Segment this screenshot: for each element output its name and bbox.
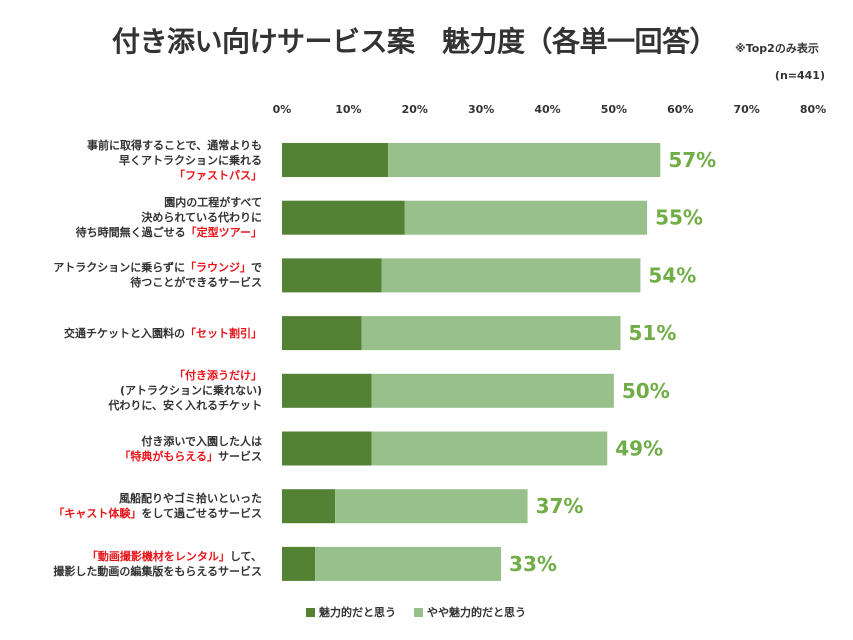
category-label-line: 風船配りやゴミ拾いといった — [53, 491, 262, 506]
category-label: 風船配りやゴミ拾いといった 「キャスト体験」をして過ごせるサービス — [53, 491, 262, 521]
category-label-line: 決められている代わりに — [76, 210, 262, 225]
category-label-highlight: 「定型ツアー」 — [185, 226, 262, 240]
category-label-line: 交通チケットと入園料の「セット割引」 — [64, 326, 262, 341]
category-label-highlight: 「特典がもらえる」 — [119, 449, 218, 463]
category-label: 園内の工程がすべて 決められている代わりに 待ち時間無く過ごせる「定型ツアー」 — [76, 195, 262, 240]
legend-label-light: やや魅力的だと思う — [427, 606, 526, 619]
category-label-line: 代わりに、安く入れるチケット — [108, 398, 262, 413]
legend-item-dark: 魅力的だと思う — [306, 604, 396, 620]
category-label-line: 事前に取得することで、通常よりも — [87, 138, 262, 153]
x-tick-label: 40% — [534, 103, 560, 116]
category-label-line: 「付き添うだけ」 — [108, 368, 262, 383]
category-label: 「付き添うだけ」 (アトラクションに乗れない) 代わりに、安く入れるチケット — [108, 368, 262, 413]
category-label-highlight: 「キャスト体験」 — [53, 507, 142, 521]
category-label-highlight: 「付き添うだけ」 — [174, 369, 262, 383]
total-percentage-label: 54% — [648, 263, 696, 287]
category-label: アトラクションに乗らずに「ラウンジ」で 待つことができるサービス — [53, 260, 262, 290]
category-label-text: 事前に取得することで、通常よりも — [86, 138, 262, 152]
category-label-text: サービス — [218, 449, 262, 463]
category-label: 付き添いで入園した人は 「特典がもらえる」サービス — [119, 434, 262, 464]
category-label-line: 撮影した動画の編集版をもらえるサービス — [53, 564, 262, 579]
total-percentage-label: 49% — [615, 437, 663, 461]
chart-title: 付き添い向けサービス案 魅力度（各単一回答） — [112, 25, 718, 58]
bar-segment-somewhat-attractive — [361, 316, 621, 351]
legend: 魅力的だと思う やや魅力的だと思う — [306, 604, 526, 620]
bar-segment-somewhat-attractive — [371, 431, 608, 466]
bar-segment-very-attractive — [282, 489, 336, 524]
total-percentage-label: 51% — [629, 321, 677, 345]
total-percentage-label: 57% — [668, 148, 716, 172]
category-label: 交通チケットと入園料の「セット割引」 — [64, 326, 262, 341]
category-label-highlight: 「動画撮影機材をレンタル」 — [86, 549, 230, 563]
bar-segment-very-attractive — [282, 143, 389, 177]
bar-segment-somewhat-attractive — [388, 143, 661, 177]
category-label-line: 園内の工程がすべて — [76, 195, 262, 210]
x-tick-label: 0% — [273, 103, 292, 116]
bar-segment-very-attractive — [282, 258, 382, 293]
bar-segment-very-attractive — [282, 431, 372, 466]
total-percentage-label: 37% — [536, 494, 584, 518]
category-label-line: 「キャスト体験」をして過ごせるサービス — [53, 506, 262, 521]
bar-segment-very-attractive — [282, 373, 372, 408]
category-label-line: 「特典がもらえる」サービス — [119, 449, 262, 464]
bars — [282, 143, 661, 581]
total-percentage-label: 50% — [622, 379, 670, 403]
category-label-text: (アトラクションに乗れない) — [119, 384, 262, 398]
bar-segment-somewhat-attractive — [335, 489, 528, 524]
sample-size: (n=441) — [774, 69, 825, 82]
x-tick-label: 70% — [733, 103, 759, 116]
legend-swatch-dark — [306, 607, 315, 617]
legend-swatch-light — [414, 607, 423, 617]
category-label-highlight: 「ラウンジ」 — [185, 261, 251, 275]
category-label-line: 待ち時間無く過ごせる「定型ツアー」 — [76, 225, 262, 240]
category-label-line: 「ファストパス」 — [87, 168, 262, 183]
total-labels: 57% 55% 54% 51% 50% 49% 37% 33% — [509, 148, 716, 576]
bar-segment-somewhat-attractive — [315, 546, 502, 581]
category-label-line: 「動画撮影機材をレンタル」して、 — [53, 549, 262, 564]
category-label-text: 代わりに、安く入れるチケット — [108, 399, 262, 413]
category-label-text: 早くアトラクションに乗れる — [119, 153, 262, 167]
category-label: 事前に取得することで、通常よりも 早くアトラクションに乗れる 「ファストパス」 — [87, 138, 262, 183]
x-axis-ticks: 0% 10% 20% 30% 40% 50% 60% 70% 80% — [273, 103, 827, 116]
bar-segment-somewhat-attractive — [404, 200, 648, 235]
category-label-text: 待つことができるサービス — [130, 276, 262, 290]
category-label-text: 決められている代わりに — [141, 211, 262, 225]
bar-segment-very-attractive — [282, 200, 405, 235]
category-label-text: 交通チケットと入園料の — [64, 326, 185, 340]
category-label-text: 付き添いで入園した人は — [141, 434, 262, 448]
category-label-text: 園内の工程がすべて — [164, 196, 262, 210]
bar-segment-somewhat-attractive — [381, 258, 641, 293]
category-label-line: 早くアトラクションに乗れる — [87, 153, 262, 168]
x-tick-label: 50% — [601, 103, 627, 116]
total-percentage-label: 33% — [509, 552, 557, 576]
category-label: 「動画撮影機材をレンタル」して、 撮影した動画の編集版をもらえるサービス — [53, 549, 262, 579]
x-tick-label: 80% — [800, 103, 826, 116]
category-label-text: 待ち時間無く過ごせる — [75, 226, 186, 240]
total-percentage-label: 55% — [655, 206, 703, 230]
category-label-line: アトラクションに乗らずに「ラウンジ」で — [53, 260, 262, 275]
category-label-highlight: 「ファストパス」 — [174, 168, 262, 182]
category-label-line: 待つことができるサービス — [53, 275, 262, 290]
bar-segment-very-attractive — [282, 316, 362, 351]
legend-label-dark: 魅力的だと思う — [319, 606, 396, 619]
x-tick-label: 20% — [402, 103, 428, 116]
category-label-text: して、 — [229, 549, 262, 563]
category-label-text: で — [251, 261, 262, 275]
x-tick-label: 30% — [468, 103, 494, 116]
category-label-line: (アトラクションに乗れない) — [108, 383, 262, 398]
category-label-text: 撮影した動画の編集版をもらえるサービス — [53, 564, 262, 578]
x-tick-label: 10% — [335, 103, 361, 116]
bar-segment-very-attractive — [282, 546, 316, 581]
x-tick-label: 60% — [667, 103, 693, 116]
bar-segment-somewhat-attractive — [371, 373, 614, 408]
category-label-line: 付き添いで入園した人は — [119, 434, 262, 449]
category-label-text: 風船配りやゴミ拾いといった — [119, 492, 262, 506]
category-label-text: アトラクションに乗らずに — [53, 261, 185, 275]
category-label-highlight: 「セット割引」 — [185, 326, 262, 340]
chart-note: ※Top2のみ表示 — [735, 42, 819, 55]
legend-item-light: やや魅力的だと思う — [414, 604, 526, 620]
category-label-text: をして過ごせるサービス — [141, 507, 262, 521]
